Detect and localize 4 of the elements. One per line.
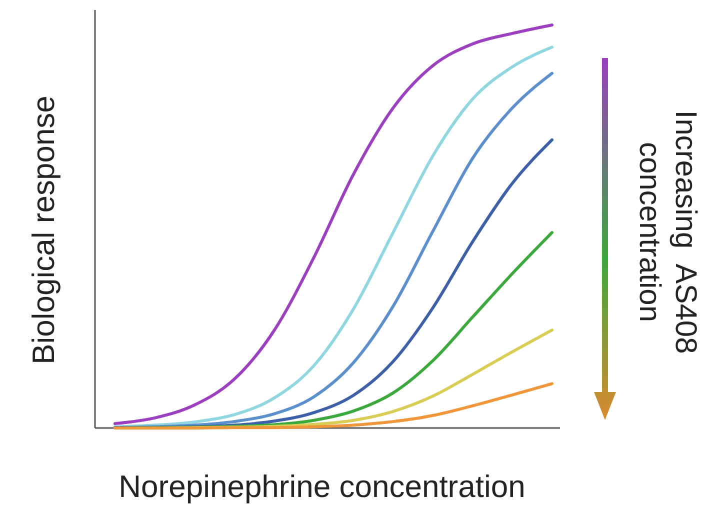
text: concentration — [633, 142, 666, 322]
text: Increasing AS408 — [669, 110, 702, 354]
x-axis-title: Norepinephrine concentration — [118, 469, 526, 504]
y-axis-title: Biological response — [26, 96, 61, 364]
